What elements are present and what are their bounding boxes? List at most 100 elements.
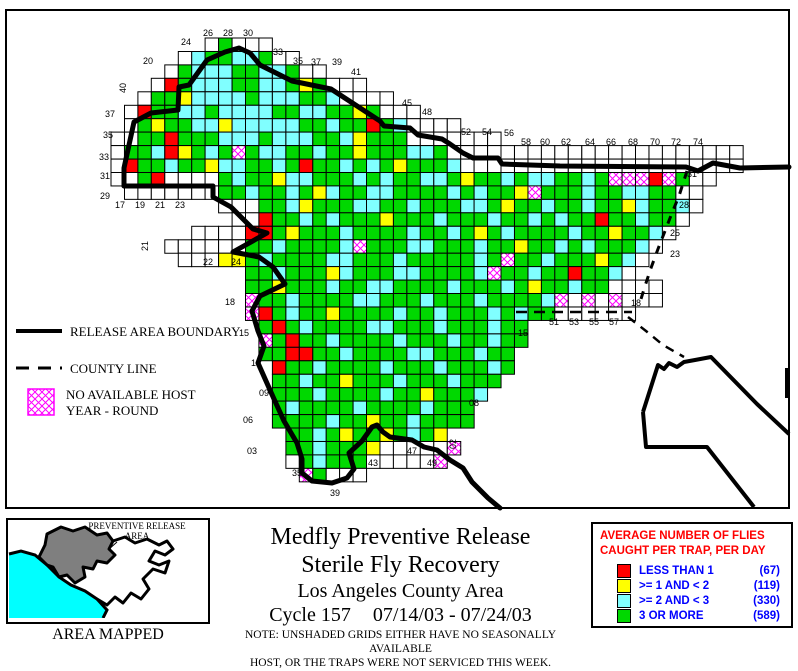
svg-text:25: 25 [670, 228, 680, 238]
svg-text:35: 35 [103, 130, 113, 140]
legend-item: >= 2 AND < 3 (330) [617, 593, 784, 608]
title-line-2: Sterile Fly Recovery [301, 551, 500, 578]
legend-color-chip [617, 578, 631, 593]
flies-legend-title-1: AVERAGE NUMBER OF FLIES [600, 530, 765, 542]
svg-text:55: 55 [589, 317, 599, 327]
legend-item-count: (589) [753, 609, 780, 622]
svg-text:68: 68 [628, 137, 638, 147]
svg-text:48: 48 [422, 107, 432, 117]
svg-text:39: 39 [330, 488, 340, 498]
no-host-legend-label-1: NO AVAILABLE HOST [66, 387, 196, 402]
inset-map-section: PREVENTIVE RELEASE AREA AREA MAPPED [6, 518, 210, 644]
svg-text:15: 15 [518, 328, 528, 338]
svg-text:23: 23 [670, 249, 680, 259]
svg-text:45: 45 [402, 98, 412, 108]
svg-text:19: 19 [135, 200, 145, 210]
svg-text:23: 23 [175, 200, 185, 210]
inset-coastline [8, 549, 109, 619]
svg-text:64: 64 [585, 137, 595, 147]
svg-text:58: 58 [521, 137, 531, 147]
svg-text:28: 28 [679, 200, 689, 210]
svg-text:33: 33 [273, 47, 283, 57]
svg-text:66: 66 [606, 137, 616, 147]
inset-county-outline [96, 535, 175, 607]
legend-item-count: (330) [753, 594, 780, 607]
svg-text:31: 31 [100, 171, 110, 181]
boundary-legend-label: RELEASE AREA BOUNDARY [70, 324, 241, 339]
svg-text:24: 24 [231, 257, 241, 267]
svg-text:72: 72 [671, 137, 681, 147]
svg-text:29: 29 [100, 191, 110, 201]
legend-item: LESS THAN 1 (67) [617, 563, 784, 578]
legend-item-count: (67) [759, 564, 780, 577]
svg-text:37: 37 [311, 57, 321, 67]
recovery-map-panel: 20 24 26 28 30 33 35 37 39 41 45 48 52 54 56 58 60 62 64 66… [5, 9, 792, 511]
map-legend: RELEASE AREA BOUNDARY COUNTY LINE NO AVA… [16, 324, 241, 418]
no-host-swatch [27, 388, 55, 416]
svg-text:35: 35 [293, 56, 303, 66]
title-cycle-dates: Cycle 157 07/14/03 - 07/24/03 [215, 603, 586, 627]
svg-text:35: 35 [292, 468, 302, 478]
svg-text:21: 21 [155, 200, 165, 210]
release-area-boundary-line [121, 45, 792, 511]
county-lines [516, 170, 791, 509]
flies-legend-items: LESS THAN 1 (67) >= 1 AND < 2 (119) >= 2 AND… [617, 563, 784, 623]
svg-text:52: 52 [461, 127, 471, 137]
legend-item: >= 1 AND < 2 (119) [617, 578, 784, 593]
svg-text:70: 70 [650, 137, 660, 147]
legend-item-label: LESS THAN 1 [639, 564, 714, 577]
inset-leader-line [107, 541, 118, 551]
svg-text:62: 62 [561, 137, 571, 147]
svg-text:22: 22 [203, 257, 213, 267]
svg-text:54: 54 [482, 127, 492, 137]
flies-legend-box: AVERAGE NUMBER OF FLIES CAUGHT PER TRAP,… [591, 522, 793, 628]
svg-text:28: 28 [223, 28, 233, 38]
svg-text:31: 31 [687, 169, 697, 179]
svg-text:49: 49 [427, 458, 437, 468]
svg-text:17: 17 [115, 200, 125, 210]
legend-color-chip [617, 608, 631, 623]
svg-text:09: 09 [259, 388, 269, 398]
svg-text:43: 43 [368, 458, 378, 468]
svg-text:03: 03 [247, 446, 257, 456]
date-range: 07/14/03 - 07/24/03 [372, 604, 532, 627]
inset-map-box: PREVENTIVE RELEASE AREA [6, 518, 210, 624]
svg-text:60: 60 [540, 137, 550, 147]
svg-text:06: 06 [243, 415, 253, 425]
svg-text:33: 33 [99, 152, 109, 162]
svg-text:56: 56 [504, 128, 514, 138]
no-host-legend-label-2: YEAR - ROUND [66, 403, 158, 418]
legend-item: 3 OR MORE (589) [617, 608, 784, 623]
svg-text:26: 26 [203, 28, 213, 38]
legend-color-chip [617, 563, 631, 578]
title-line-3: Los Angeles County Area [297, 580, 504, 603]
svg-text:18: 18 [225, 297, 235, 307]
title-block: Medfly Preventive Release Sterile Fly Re… [215, 518, 586, 669]
svg-text:18: 18 [631, 298, 641, 308]
legend-item-label: >= 1 AND < 2 [639, 579, 710, 592]
bottom-strip: PREVENTIVE RELEASE AREA AREA MAPPED Medf… [0, 515, 798, 669]
svg-text:21: 21 [140, 241, 150, 251]
legend-item-count: (119) [753, 579, 780, 592]
inset-area-label-1: PREVENTIVE RELEASE [88, 521, 186, 531]
svg-text:41: 41 [351, 67, 361, 77]
svg-text:02: 02 [448, 439, 458, 449]
title-line-1: Medfly Preventive Release [270, 524, 531, 550]
flies-legend-title-2: CAUGHT PER TRAP, PER DAY [600, 544, 766, 557]
svg-text:20: 20 [143, 56, 153, 66]
grid-coordinate-labels: 20 24 26 28 30 33 35 37 39 41 45 48 52 54 56 58 60 62 64 66… [99, 28, 703, 498]
svg-text:30: 30 [243, 28, 253, 38]
svg-text:37: 37 [105, 109, 115, 119]
inset-ocean [9, 551, 107, 618]
svg-text:39: 39 [332, 57, 342, 67]
inset-caption: AREA MAPPED [52, 626, 164, 643]
svg-text:57: 57 [609, 317, 619, 327]
area-mapped-inset: PREVENTIVE RELEASE AREA [8, 521, 186, 619]
svg-text:74: 74 [693, 137, 703, 147]
inset-area-label-2: AREA [125, 531, 150, 541]
note-line-1: NOTE: UNSHADED GRIDS EITHER HAVE NO SEAS… [244, 629, 557, 655]
cycle-label: Cycle 157 [269, 604, 351, 627]
svg-text:47: 47 [407, 446, 417, 456]
svg-text:24: 24 [181, 37, 191, 47]
svg-text:08: 08 [469, 398, 479, 408]
